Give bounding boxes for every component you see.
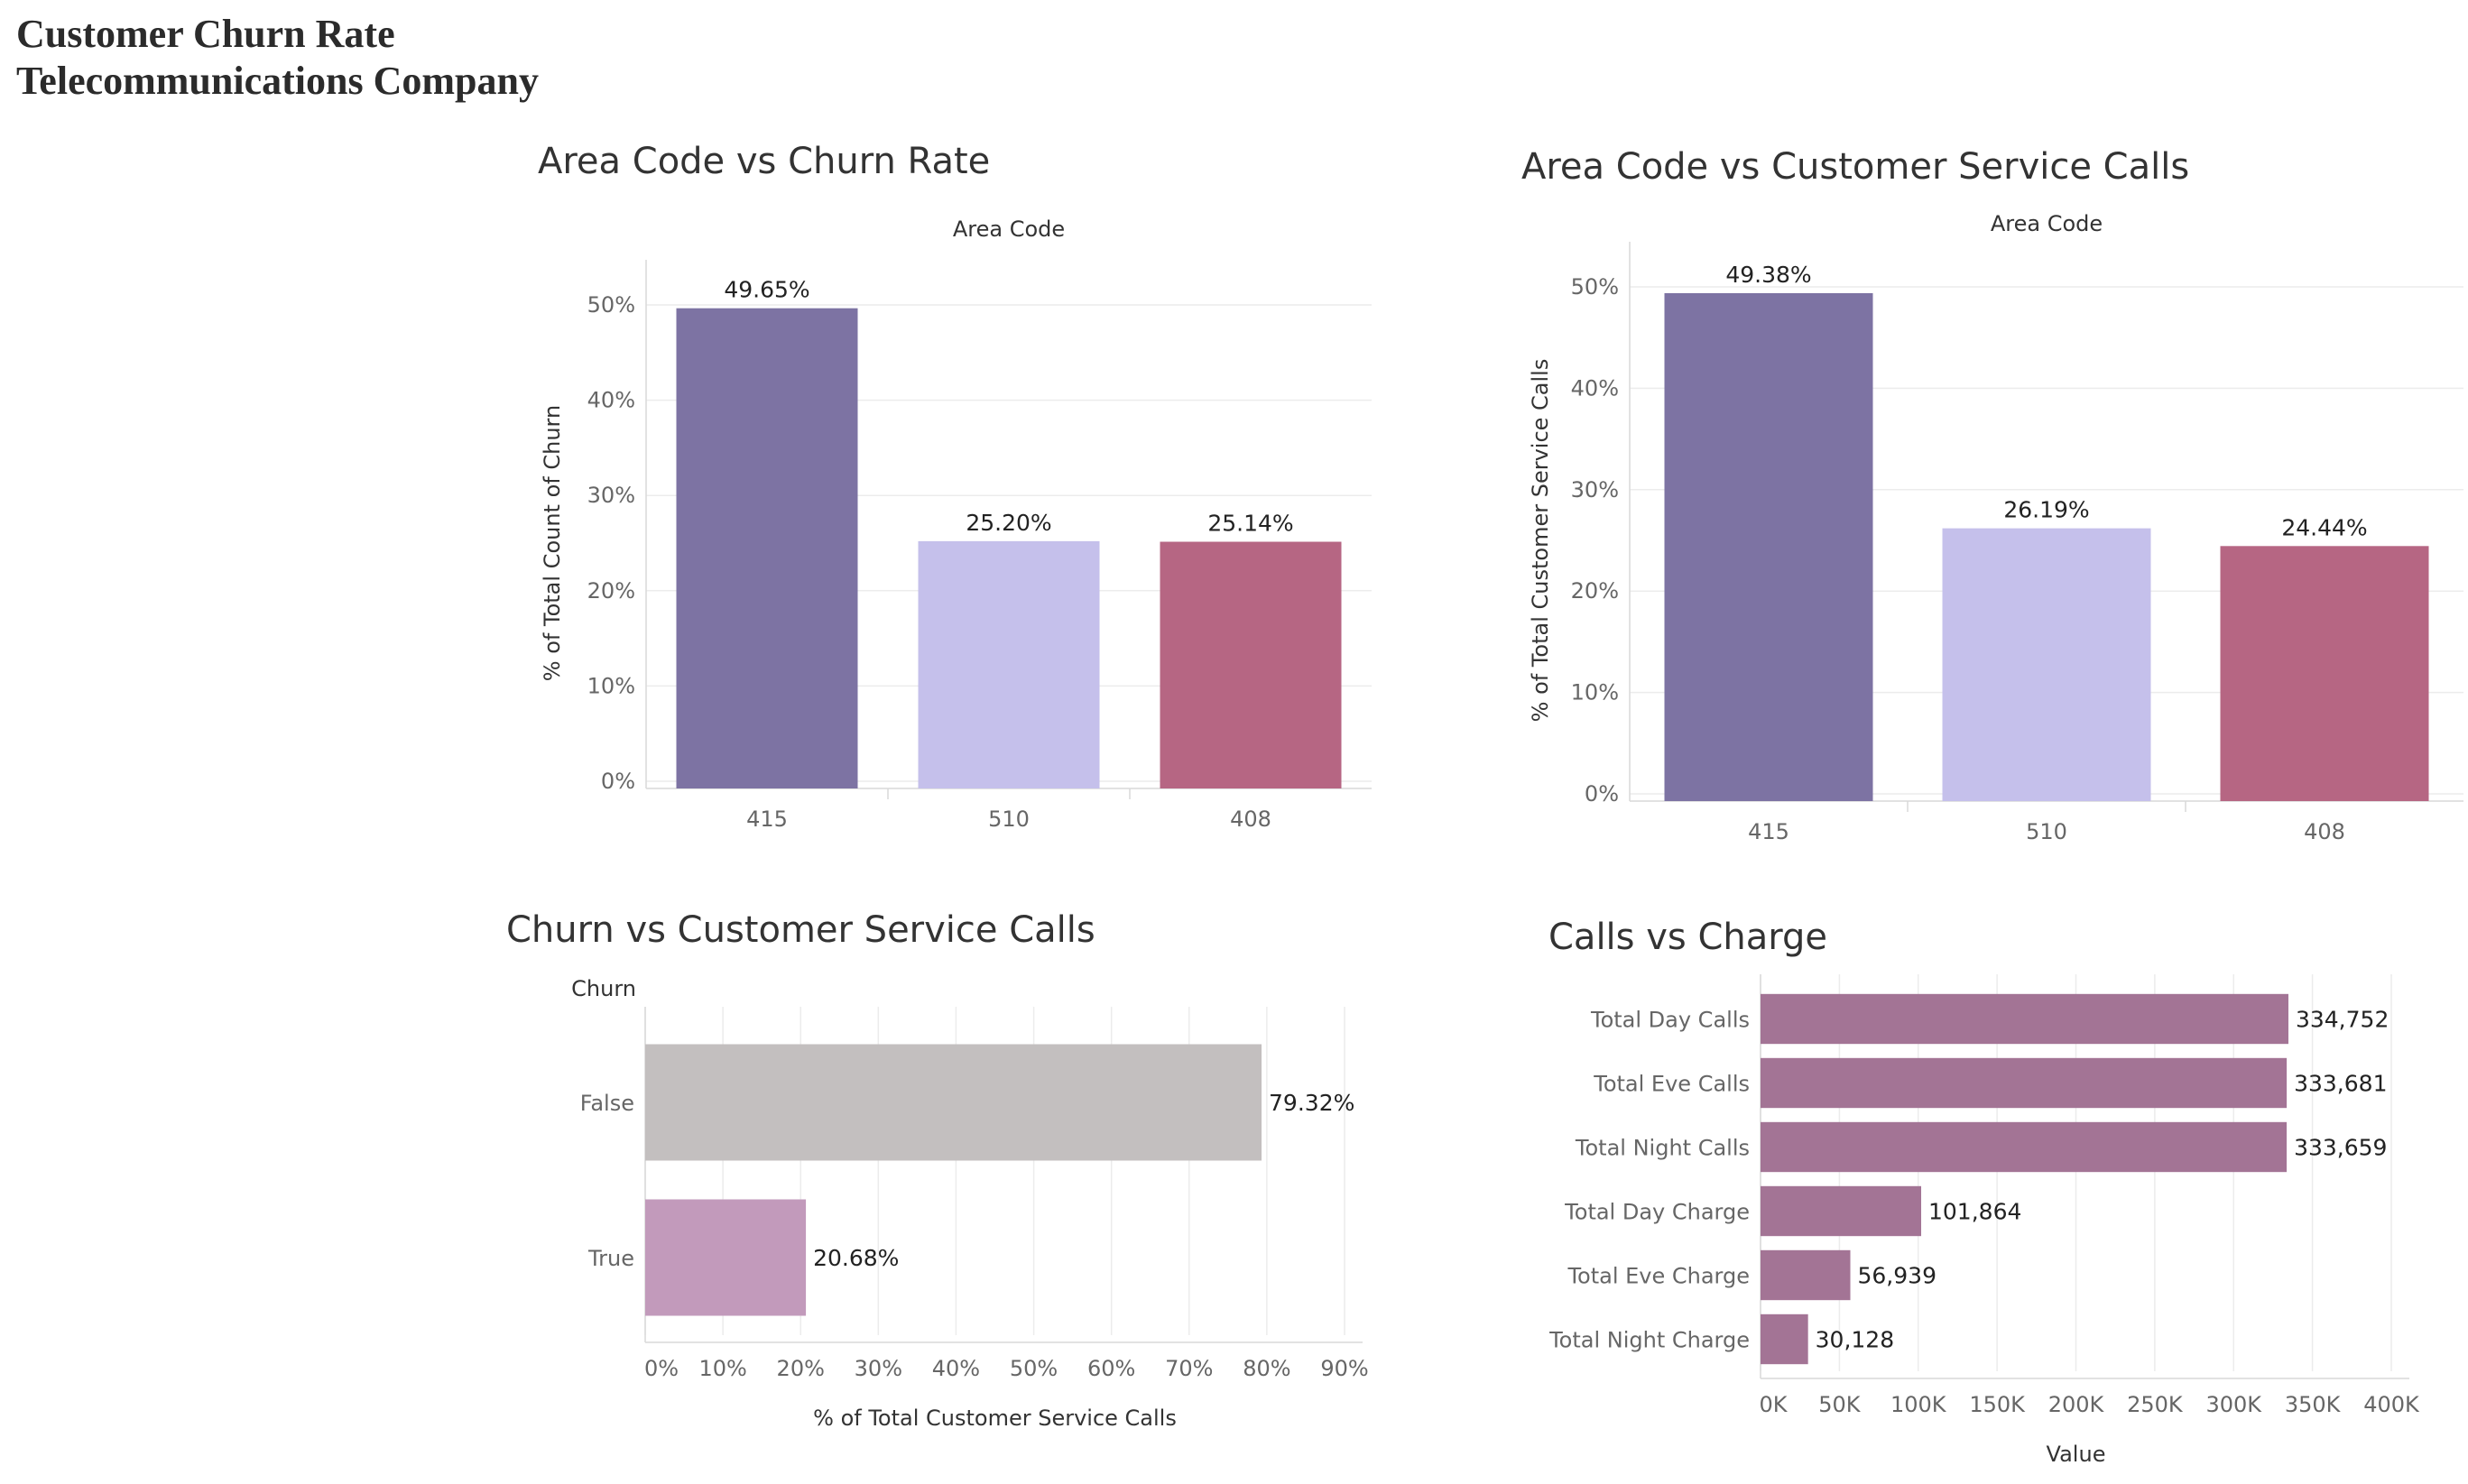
chart3-title: Churn vs Customer Service Calls [506, 909, 1095, 951]
data-label: 334,752 [2296, 1007, 2389, 1033]
axis-header: Area Code [953, 217, 1065, 242]
bar [1160, 541, 1342, 788]
data-label: 56,939 [1858, 1263, 1937, 1289]
data-label: 20.68% [813, 1245, 899, 1271]
x-tick-label: 510 [988, 807, 1030, 832]
bar [1761, 993, 2288, 1045]
data-label: 79.32% [1269, 1090, 1354, 1116]
x-tick-label: 90% [1320, 1356, 1368, 1381]
x-tick-label: 300K [2205, 1392, 2262, 1417]
y-tick-label: 10% [587, 673, 635, 698]
x-tick-label: 50K [1818, 1392, 1862, 1417]
x-tick-label: 415 [746, 807, 788, 832]
x-tick-label: 408 [1230, 807, 1271, 832]
bar [918, 540, 1100, 788]
axis-header: Churn [571, 976, 636, 1001]
data-label: 101,864 [1928, 1199, 2021, 1225]
data-label: 30,128 [1816, 1327, 1894, 1353]
y-tick-label: False [580, 1091, 634, 1116]
data-label: 333,659 [2294, 1135, 2387, 1161]
page-title-line-1: Customer Churn Rate [16, 12, 395, 56]
y-tick-label: 30% [1571, 477, 1619, 502]
y-tick-label: Total Eve Calls [1593, 1072, 1750, 1097]
y-tick-label: 20% [1571, 578, 1619, 604]
x-tick-label: 0% [644, 1356, 679, 1381]
axis-header: Area Code [1991, 211, 2103, 236]
y-tick-label: Total Day Calls [1590, 1008, 1750, 1033]
chart-area-code-vs-customer-service-calls: 0% 10% 20% 30% 40% 50% Area Code % of Total Cus… [1528, 211, 2463, 844]
x-tick-label: 70% [1165, 1356, 1213, 1381]
page-title: Customer Churn Rate Telecommunications C… [16, 11, 539, 105]
bar [1942, 528, 2151, 801]
data-label: 25.14% [1207, 511, 1293, 537]
bar [1761, 1185, 1922, 1237]
bar [1761, 1057, 2288, 1109]
data-label: 49.38% [1725, 262, 1811, 288]
x-tick-label: 60% [1087, 1356, 1135, 1381]
chart4-title: Calls vs Charge [1548, 917, 1827, 958]
bar [1761, 1313, 1808, 1365]
x-tick-label: 250K [2127, 1392, 2184, 1417]
chart1-title: Area Code vs Churn Rate [538, 141, 991, 182]
bar [645, 1044, 1262, 1161]
y-tick-label: 10% [1571, 680, 1619, 705]
chart2-title: Area Code vs Customer Service Calls [1521, 146, 2190, 188]
y-tick-label: 40% [587, 388, 635, 413]
x-tick-label: 350K [2285, 1392, 2342, 1417]
data-label: 49.65% [724, 277, 809, 303]
chart-churn-vs-customer-service-calls: 0% 10% 20% 30% 40% 50% 60% 70% 80% 90% Churn % of T… [571, 976, 1369, 1431]
y-axis-label: % of Total Customer Service Calls [1528, 359, 1553, 723]
y-tick-label: 20% [587, 578, 635, 604]
chart-area-code-vs-churn-rate: 0% 10% 20% 30% 40% 50% Area Code % of Total Cou… [540, 217, 1372, 832]
y-tick-label: Total Night Charge [1548, 1328, 1750, 1353]
x-tick-label: 200K [2048, 1392, 2105, 1417]
bar [2220, 546, 2429, 801]
x-tick-label: 0K [1759, 1392, 1788, 1417]
x-axis-label: % of Total Customer Service Calls [813, 1406, 1177, 1431]
y-tick-label: Total Night Calls [1575, 1136, 1750, 1161]
y-tick-label: True [587, 1246, 634, 1271]
x-tick-label: 20% [777, 1356, 825, 1381]
x-tick-label: 80% [1243, 1356, 1290, 1381]
x-axis-label: Value [2047, 1442, 2106, 1467]
x-tick-label: 408 [2304, 819, 2345, 844]
bar [645, 1199, 807, 1316]
x-tick-label: 150K [1969, 1392, 2026, 1417]
y-axis-label: % of Total Count of Churn [540, 405, 565, 681]
x-tick-label: 30% [855, 1356, 902, 1381]
x-tick-label: 40% [932, 1356, 980, 1381]
y-tick-label: 30% [587, 483, 635, 508]
y-tick-label: Total Eve Charge [1567, 1264, 1750, 1289]
y-tick-label: 0% [601, 769, 635, 794]
bar [1761, 1249, 1851, 1301]
x-tick-label: 400K [2363, 1392, 2420, 1417]
y-tick-label: 0% [1585, 781, 1619, 807]
data-label: 26.19% [2003, 497, 2089, 523]
y-tick-label: 50% [587, 292, 635, 318]
x-tick-label: 10% [698, 1356, 746, 1381]
data-label: 25.20% [966, 510, 1051, 536]
x-tick-label: 415 [1748, 819, 1789, 844]
x-tick-label: 510 [2026, 819, 2067, 844]
data-label: 333,681 [2294, 1071, 2387, 1097]
bar [1761, 1121, 2288, 1173]
bar [1664, 292, 1873, 801]
y-tick-label: 40% [1571, 375, 1619, 401]
y-tick-label: Total Day Charge [1564, 1200, 1750, 1225]
y-tick-label: 50% [1571, 274, 1619, 300]
x-tick-label: 50% [1010, 1356, 1058, 1381]
x-tick-label: 100K [1890, 1392, 1947, 1417]
page-title-line-2: Telecommunications Company [16, 59, 539, 103]
bar [676, 308, 858, 788]
chart-calls-vs-charge: 0K 50K 100K 150K 200K 250K 300K 350K 400K Value 33… [1548, 974, 2420, 1467]
data-label: 24.44% [2281, 514, 2367, 540]
